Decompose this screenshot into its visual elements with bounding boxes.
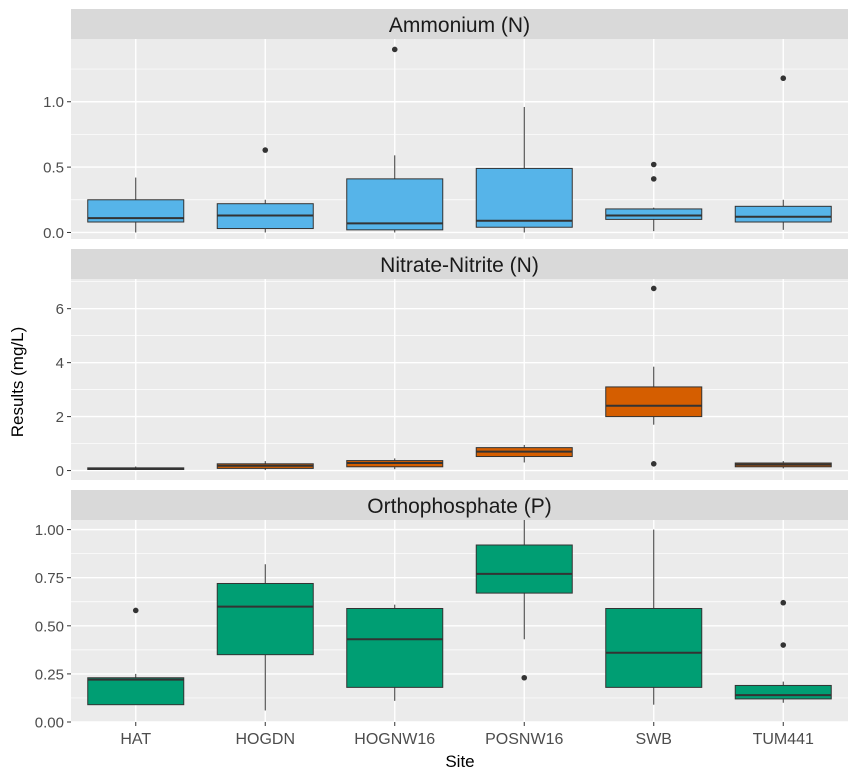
box-body	[734, 684, 832, 700]
facet-title: Ammonium (N)	[389, 14, 530, 37]
x-tick-label: SWB	[636, 731, 672, 748]
facet-title: Nitrate-Nitrite (N)	[380, 254, 539, 277]
box-body	[605, 607, 703, 688]
outlier-point	[132, 607, 139, 614]
outlier-point	[521, 674, 528, 681]
box-body	[605, 208, 703, 220]
y-tick-label: 0.00	[35, 715, 64, 732]
y-tick-label: 0.25	[35, 666, 64, 683]
panel-background	[71, 520, 848, 722]
x-axis-title: Site	[445, 752, 474, 771]
outlier-point	[650, 461, 657, 467]
box-hogdn	[216, 564, 314, 711]
box-hat	[87, 607, 185, 706]
x-tick-label: HOGDN	[235, 731, 295, 748]
box-swb	[605, 285, 703, 467]
y-tick-label: 0.0	[43, 225, 64, 242]
x-tick-label: HOGNW16	[354, 731, 435, 748]
box-tum441	[734, 75, 832, 230]
box-body	[734, 205, 832, 223]
outlier-point	[262, 147, 269, 153]
box-hat	[87, 466, 185, 471]
box-tum441	[734, 599, 832, 703]
outlier-point	[650, 161, 657, 168]
facet-strip	[71, 490, 848, 520]
box-body	[475, 167, 573, 228]
box-hognw16	[346, 458, 444, 470]
box-body	[346, 607, 444, 688]
box-swb	[605, 161, 703, 232]
outlier-point	[780, 75, 787, 82]
box-body	[87, 677, 185, 706]
y-axis-title: Results (mg/L)	[8, 327, 27, 438]
box-body	[216, 582, 314, 656]
box-body	[605, 386, 703, 418]
box-hognw16	[346, 46, 444, 233]
x-tick-label: HAT	[120, 731, 151, 748]
facet-panel: Ammonium (N) 0.0 0.5 1.0	[43, 9, 848, 242]
y-tick-label: 0.5	[43, 160, 64, 177]
box-hogdn	[216, 147, 314, 233]
outlier-point	[650, 176, 657, 182]
box-tum441	[734, 461, 832, 469]
facet-panel: Orthophosphate (P) 0.00 0.25 0.50 0.75 1.00 HA…	[35, 490, 848, 748]
y-tick-label: 0.75	[35, 570, 64, 587]
panel-background	[71, 39, 848, 239]
box-swb	[605, 529, 703, 705]
facet-title: Orthophosphate (P)	[367, 495, 551, 518]
box-posnw16	[475, 444, 573, 463]
box-hognw16	[346, 604, 444, 701]
x-tick-label: TUM441	[753, 731, 814, 748]
outlier-point	[780, 642, 787, 648]
box-posnw16	[475, 106, 573, 233]
box-body	[346, 178, 444, 231]
box-hat	[87, 177, 185, 233]
facet-strip	[71, 249, 848, 279]
y-tick-label: 0.50	[35, 618, 64, 635]
y-tick-label: 1.00	[35, 522, 64, 539]
y-tick-label: 1.0	[43, 94, 64, 111]
x-tick-label: POSNW16	[485, 731, 563, 748]
panel-background	[71, 279, 848, 480]
box-body	[87, 199, 185, 223]
outlier-point	[650, 285, 657, 292]
y-tick-label: 2	[56, 409, 64, 426]
y-tick-label: 4	[56, 355, 64, 372]
y-tick-label: 6	[56, 301, 64, 318]
box-hogdn	[216, 461, 314, 471]
box-body	[475, 544, 573, 594]
y-tick-label: 0	[56, 463, 64, 480]
outlier-point	[780, 599, 787, 606]
box-posnw16	[475, 520, 573, 681]
facet-strip	[71, 9, 848, 39]
outlier-point	[391, 46, 398, 53]
facet-panel: Nitrate-Nitrite (N) 0 2 4 6	[56, 249, 848, 480]
